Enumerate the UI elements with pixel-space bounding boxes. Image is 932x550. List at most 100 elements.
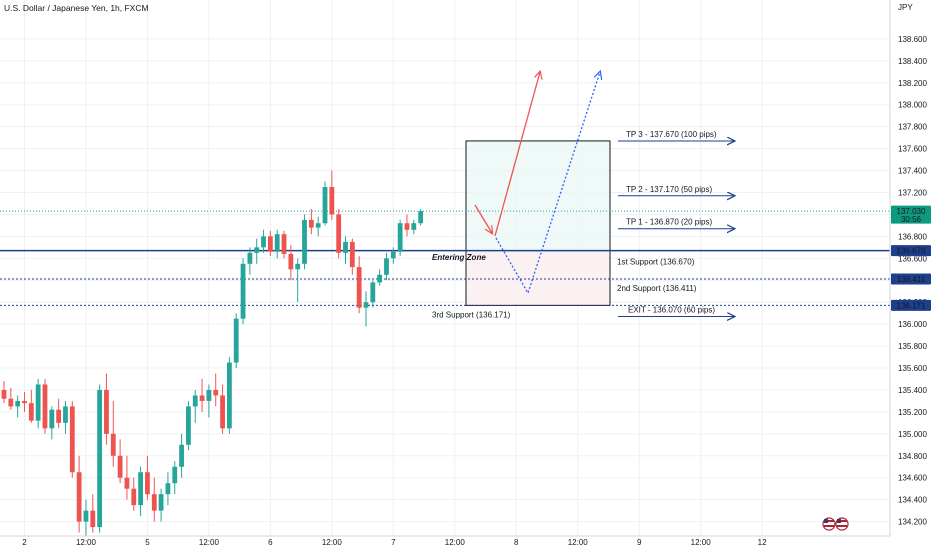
target-label-1: TP 3 - 137.670 (100 pips) (626, 130, 717, 139)
candle-body[interactable] (63, 406, 68, 423)
candle-body[interactable] (315, 223, 321, 228)
currency-label: JPY (898, 3, 913, 12)
candle-body[interactable] (22, 400, 27, 404)
candle-body[interactable] (97, 389, 103, 528)
candle-body[interactable] (343, 241, 348, 253)
candle-body[interactable] (42, 384, 48, 429)
x-tick-label: 6 (268, 538, 273, 547)
candle-body[interactable] (90, 510, 96, 528)
x-tick-label: 12:00 (322, 538, 343, 547)
chart-title: U.S. Dollar / Japanese Yen, 1h, FXCM (4, 3, 149, 13)
bullish-arrow (494, 72, 540, 237)
y-tick-label: 134.800 (898, 452, 927, 461)
y-tick-label: 136.000 (898, 320, 927, 329)
candle-body[interactable] (192, 395, 198, 407)
candle-body[interactable] (384, 258, 389, 275)
candle-body[interactable] (56, 409, 62, 423)
x-tick-label: 2 (22, 538, 27, 547)
candle-body[interactable] (124, 477, 130, 489)
candle-body[interactable] (404, 223, 410, 230)
support-label-3: 3rd Support (136.171) (432, 310, 511, 319)
y-tick-label: 135.400 (898, 386, 927, 395)
candle-body[interactable] (261, 236, 266, 248)
candle-body[interactable] (151, 494, 157, 511)
candle-body[interactable] (370, 282, 376, 303)
candle-body[interactable] (172, 466, 178, 484)
flag-stripe (824, 520, 834, 522)
candle-body[interactable] (322, 187, 328, 224)
candle-body[interactable] (69, 406, 75, 473)
candle-body[interactable] (336, 214, 342, 253)
candle-body[interactable] (397, 223, 403, 252)
candle-body[interactable] (377, 274, 383, 283)
candle-body[interactable] (288, 253, 294, 270)
candle-body[interactable] (240, 263, 246, 319)
candle-body[interactable] (35, 384, 41, 421)
current-price-badge-timer: 30:56 (901, 215, 922, 224)
candle-body[interactable] (356, 267, 362, 308)
candle-body[interactable] (8, 398, 14, 407)
level-badge-2-text: 136.411 (897, 275, 926, 284)
candle-body[interactable] (49, 409, 55, 429)
y-tick-label: 137.400 (898, 167, 927, 176)
y-tick-label: 136.600 (898, 254, 927, 263)
candle-body[interactable] (418, 211, 424, 224)
candle-body[interactable] (213, 389, 219, 396)
candle-body[interactable] (247, 252, 253, 264)
candle-body[interactable] (274, 234, 280, 252)
candle-body[interactable] (117, 455, 123, 478)
candle-body[interactable] (186, 406, 191, 445)
candle-body[interactable] (206, 389, 212, 401)
y-tick-label: 135.800 (898, 342, 927, 351)
candle-body[interactable] (254, 247, 260, 253)
candle-body[interactable] (76, 472, 82, 522)
candle-body[interactable] (104, 389, 109, 434)
candle-body[interactable] (281, 234, 287, 254)
x-tick-label: 12:00 (445, 538, 466, 547)
x-tick-label: 12:00 (568, 538, 589, 547)
candle-body[interactable] (411, 223, 417, 230)
level-badge-1-text: 136.670 (897, 247, 926, 256)
x-tick-label: 9 (637, 538, 642, 547)
y-tick-label: 135.600 (898, 364, 927, 373)
risk-zone (466, 250, 610, 306)
x-tick-label: 12:00 (691, 538, 712, 547)
y-tick-label: 134.600 (898, 474, 927, 483)
candle-body[interactable] (308, 219, 314, 228)
y-tick-label: 138.600 (898, 35, 927, 44)
drop-arrow (474, 204, 492, 233)
x-tick-label: 12:00 (199, 538, 220, 547)
candle-body[interactable] (199, 395, 205, 401)
candle-body[interactable] (295, 263, 301, 270)
candle-body[interactable] (220, 395, 225, 429)
candle-body[interactable] (145, 472, 150, 495)
y-tick-label: 135.200 (898, 408, 927, 417)
candle-body[interactable] (1, 389, 7, 399)
level-badge-2 (891, 273, 931, 285)
candle-body[interactable] (83, 510, 89, 522)
target-label-3: TP 1 - 136.870 (20 pips) (626, 218, 712, 227)
candle-body[interactable] (390, 251, 396, 259)
candle-body[interactable] (233, 318, 239, 363)
candle-body[interactable] (158, 494, 164, 511)
candle-body[interactable] (267, 236, 273, 252)
x-tick-label: 5 (145, 538, 150, 547)
candle-body[interactable] (363, 302, 369, 308)
candle-body[interactable] (28, 403, 34, 421)
candle-body[interactable] (15, 400, 21, 407)
y-tick-label: 134.400 (898, 496, 927, 505)
candle-body[interactable] (110, 433, 116, 456)
candle-body[interactable] (179, 444, 184, 467)
candle-body[interactable] (349, 241, 355, 268)
candle-body[interactable] (226, 362, 232, 429)
candle-body[interactable] (165, 483, 171, 495)
x-tick-label: 8 (514, 538, 519, 547)
candle-body[interactable] (138, 472, 143, 506)
candle-body[interactable] (329, 187, 335, 215)
candle-body[interactable] (131, 488, 137, 506)
support-label-2: 2nd Support (136.411) (617, 284, 697, 293)
target-label-2: TP 2 - 137.170 (50 pips) (626, 185, 712, 194)
candle-body[interactable] (302, 219, 307, 264)
x-tick-label: 7 (391, 538, 396, 547)
